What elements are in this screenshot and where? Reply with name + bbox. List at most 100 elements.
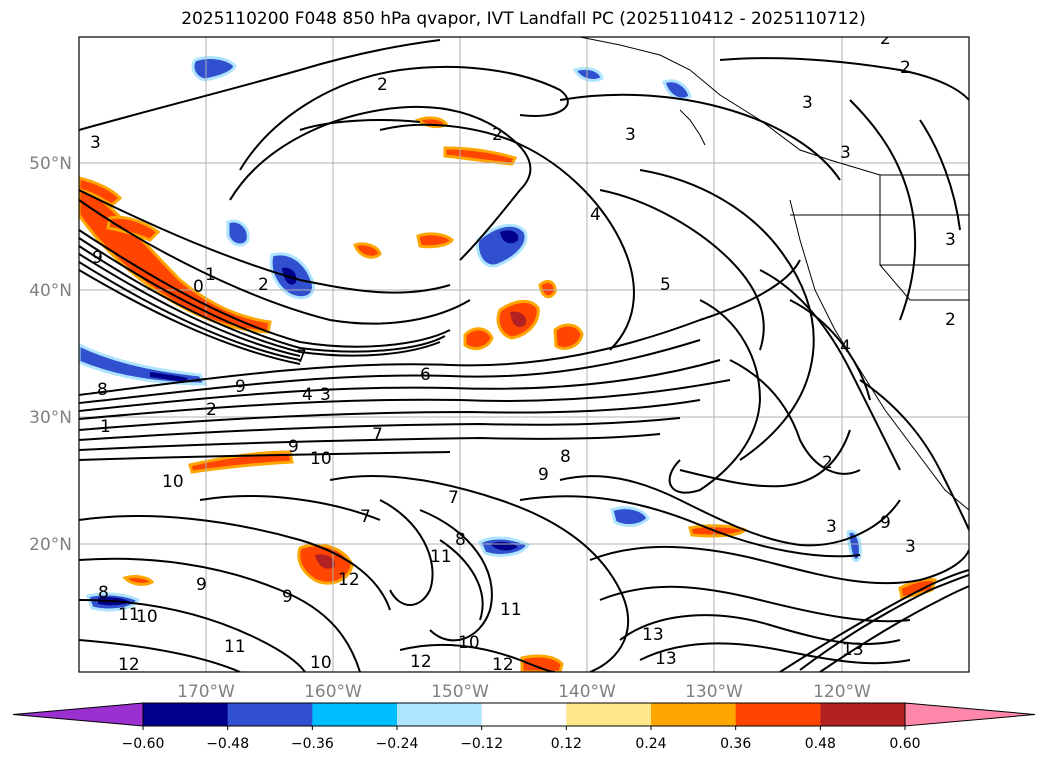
contour-label: 6 <box>420 365 431 385</box>
contour-label: 11 <box>500 600 522 620</box>
contour-label: 11 <box>430 547 452 567</box>
cold-anomaly-core <box>150 372 188 382</box>
contour-label: 4 <box>590 205 601 225</box>
contour-label: 2 <box>492 125 503 145</box>
lon-label: 120°W <box>813 682 871 702</box>
contour-label: 8 <box>97 380 108 400</box>
colorbar-outline <box>142 702 906 727</box>
contour-label: 8 <box>560 447 571 467</box>
warm-anomaly-blob <box>416 232 454 249</box>
lat-label: 20°N <box>29 535 72 555</box>
contour-label: 12 <box>492 655 514 675</box>
contour-label: 3 <box>945 230 956 250</box>
lat-label: 40°N <box>29 281 72 301</box>
cold-anomaly-core <box>500 230 519 244</box>
contour-label: 10 <box>136 607 158 627</box>
colorbar-tick-label: 0.48 <box>805 736 836 752</box>
colorbar: −0.60 −0.48 −0.36 −0.24 −0.12 0.12 0.24 0.36 0.4… <box>12 702 1036 752</box>
warm-anomaly-band <box>188 450 294 474</box>
colorbar-under-arrow <box>12 702 144 727</box>
contour-label: 4 <box>302 385 313 405</box>
contour-label: 10 <box>310 653 332 673</box>
cold-anomaly-band <box>79 343 208 386</box>
contour-label: 2 <box>945 310 956 330</box>
colorbar-tick-label: −0.12 <box>460 736 503 752</box>
contour-label: 0 <box>193 277 204 297</box>
contour-label: 12 <box>118 655 140 675</box>
contour-label: 3 <box>90 133 101 153</box>
contour-label: 9 <box>880 513 891 533</box>
contour-label: 13 <box>655 649 677 669</box>
map-background <box>79 37 969 672</box>
contour-label: 2 <box>206 400 217 420</box>
contour-label: 10 <box>310 449 332 469</box>
contour-label: 7 <box>360 507 371 527</box>
colorbar-bin <box>820 703 906 726</box>
lon-label: 160°W <box>304 682 362 702</box>
ivt-contours <box>79 39 969 672</box>
colorbar-tick-label: 0.36 <box>720 736 751 752</box>
warm-anomaly-blob <box>443 146 518 166</box>
colorbar-bin <box>143 703 229 726</box>
warm-anomaly-band <box>106 215 161 242</box>
contour-label: 8 <box>98 583 109 603</box>
contour-label: 2 <box>377 75 388 95</box>
contour-label: 3 <box>802 93 813 113</box>
warm-anomaly-blob <box>520 654 564 672</box>
contour-label: 9 <box>92 248 103 268</box>
cold-anomaly-blob <box>226 219 250 247</box>
contour-label: 3 <box>625 125 636 145</box>
contour-label: 2 <box>880 29 891 49</box>
contour-label: 9 <box>196 575 207 595</box>
colorbar-bin <box>312 703 398 726</box>
contour-label: 7 <box>372 425 383 445</box>
contour-label: 13 <box>642 625 664 645</box>
map-gridlines <box>79 37 969 672</box>
contour-label: 9 <box>538 465 549 485</box>
contour-label: 3 <box>826 517 837 537</box>
contour-label: 7 <box>296 347 307 367</box>
contour-label: 7 <box>448 488 459 508</box>
cold-anomaly-blob <box>191 56 237 82</box>
warm-anomaly-blob <box>553 323 584 350</box>
colorbar-bin <box>735 703 821 726</box>
contour-label: 10 <box>162 472 184 492</box>
contour-label: 11 <box>118 605 140 625</box>
cold-anomaly-blob <box>572 66 604 82</box>
colorbar-bin <box>566 703 652 726</box>
colorbar-tick-label: −0.36 <box>291 736 334 752</box>
lon-label: 130°W <box>685 682 743 702</box>
contour-label: 2 <box>900 58 911 78</box>
contour-label: 9 <box>282 587 293 607</box>
cold-anomaly-blob <box>662 79 692 101</box>
colorbar-over-arrow <box>904 702 1036 727</box>
coastline <box>579 37 969 511</box>
contour-label: 11 <box>224 637 246 657</box>
colorbar-bin <box>397 703 483 726</box>
qvapor-shading <box>79 56 937 672</box>
warm-anomaly-blob <box>538 280 557 299</box>
contour-label: 9 <box>235 377 246 397</box>
contour-label: 2 <box>258 275 269 295</box>
colorbar-bin <box>651 703 737 726</box>
contour-label: 3 <box>320 385 331 405</box>
contour-label: 10 <box>458 633 480 653</box>
warm-anomaly-blob <box>122 575 155 586</box>
contour-label: 3 <box>905 537 916 557</box>
contour-label: 13 <box>842 640 864 660</box>
colorbar-tick-label: −0.48 <box>206 736 249 752</box>
lon-label: 150°W <box>431 682 489 702</box>
lon-label: 140°W <box>558 682 616 702</box>
colorbar-tick-label: 0.12 <box>551 736 582 752</box>
warm-anomaly-core <box>315 554 336 569</box>
map-title: 2025110200 F048 850 hPa qvapor, IVT Land… <box>181 9 866 29</box>
warm-anomaly-blob <box>353 242 382 259</box>
colorbar-bin <box>481 703 567 726</box>
lat-label: 50°N <box>29 154 72 174</box>
contour-label: 3 <box>840 143 851 163</box>
map-frame <box>78 36 970 673</box>
contour-label: 8 <box>455 530 466 550</box>
contour-label: 12 <box>338 570 360 590</box>
contour-label: 12 <box>410 652 432 672</box>
